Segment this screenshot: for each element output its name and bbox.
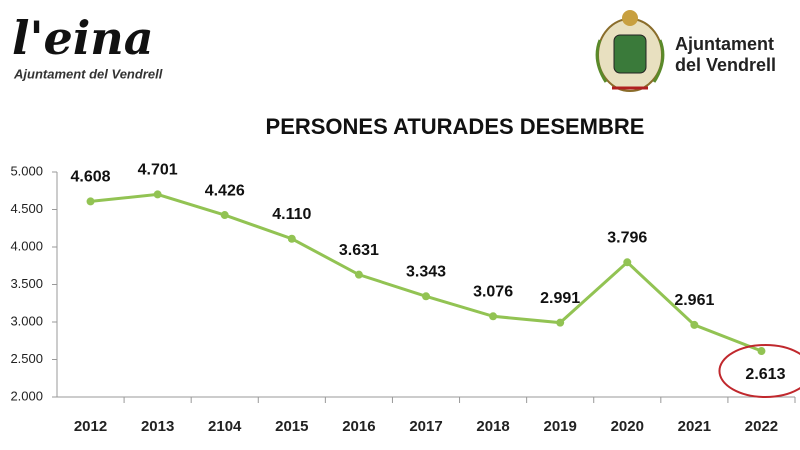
data-point (220, 211, 229, 220)
x-tick-label: 2104 (208, 418, 242, 435)
value-label: 2.991 (540, 290, 580, 307)
left-logo-name: l'eina (12, 11, 154, 65)
y-tick-label: 4.500 (10, 201, 43, 216)
data-point (690, 320, 699, 329)
data-point (489, 312, 498, 321)
data-point (153, 190, 162, 199)
left-logo-subtitle: Ajuntament del Vendrell (13, 66, 163, 81)
y-tick-label: 3.500 (10, 276, 43, 291)
right-logo-line2: del Vendrell (675, 55, 776, 75)
data-point (556, 318, 565, 327)
data-point (422, 292, 430, 301)
chart-title: PERSONES ATURADES DESEMBRE (266, 114, 645, 139)
data-point (354, 270, 363, 279)
y-tick-label: 4.000 (10, 238, 43, 253)
data-point (287, 234, 296, 243)
data-point (757, 347, 766, 356)
value-label: 2.613 (745, 366, 785, 383)
x-tick-label: 2019 (543, 418, 576, 435)
x-tick-label: 2013 (141, 418, 174, 435)
x-tick-label: 2020 (611, 418, 644, 435)
x-tick-label: 2012 (74, 418, 107, 435)
y-tick-label: 2.000 (10, 388, 43, 403)
y-tick-label: 5.000 (10, 163, 43, 178)
value-label: 4.701 (138, 162, 178, 179)
x-tick-label: 2017 (409, 418, 442, 435)
x-tick-label: 2021 (678, 418, 711, 435)
value-label: 4.110 (272, 206, 311, 223)
value-label: 3.076 (473, 284, 513, 301)
value-label: 2.961 (674, 292, 714, 309)
data-point (623, 258, 632, 267)
value-label: 3.343 (406, 263, 446, 280)
x-tick-label: 2022 (745, 418, 778, 435)
highlight-circle (718, 344, 800, 399)
data-point (86, 197, 95, 206)
y-tick-label: 2.500 (10, 351, 43, 366)
value-label: 4.608 (71, 169, 111, 186)
y-tick-label: 3.000 (10, 313, 43, 328)
x-tick-label: 2018 (476, 418, 509, 435)
value-label: 3.796 (607, 230, 647, 247)
value-label: 4.426 (205, 182, 245, 199)
x-tick-label: 2016 (342, 418, 375, 435)
x-tick-label: 2015 (275, 418, 308, 435)
right-logo-line1: Ajuntament (675, 34, 774, 54)
coat-of-arms (595, 10, 665, 92)
value-label: 3.631 (339, 242, 379, 259)
